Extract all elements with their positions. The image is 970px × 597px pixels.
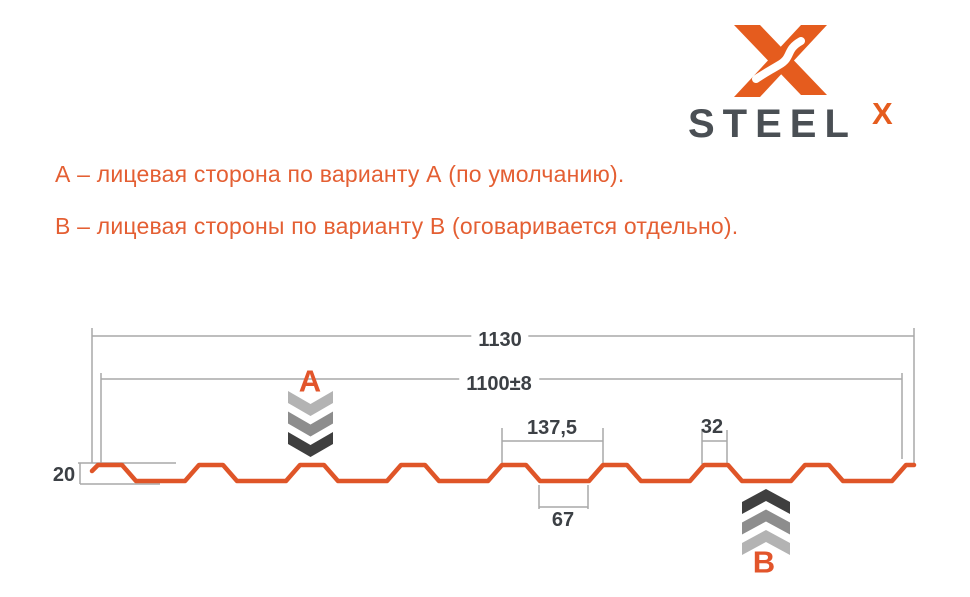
dim-label-overall-width: 1130 [471, 330, 529, 350]
side-a-chevrons [288, 391, 333, 457]
logo-superscript-x: X [872, 96, 893, 131]
logo-wordmark: STEEL [688, 102, 857, 146]
dim-label-rib-pitch: 137,5 [526, 417, 578, 439]
dim-label-profile-height: 20 [52, 464, 76, 486]
side-a-letter: A [298, 363, 322, 399]
side-b-chevrons [742, 489, 790, 555]
note-variant-b: В – лицевая стороны по варианту В (огова… [55, 213, 739, 239]
chevron-up-icon [742, 509, 790, 535]
note-variant-a: А – лицевая сторона по варианту А (по ум… [55, 161, 625, 187]
chevron-down-icon [288, 391, 333, 416]
chevron-up-icon [742, 530, 790, 555]
dim-label-working-width: 1100±8 [459, 374, 539, 394]
profile-outline [89, 462, 917, 484]
side-b-letter: B [752, 544, 776, 580]
dim-label-rib-top-width: 32 [700, 416, 724, 438]
chevron-up-icon [742, 489, 790, 514]
chevron-down-icon [288, 411, 333, 437]
chevron-down-icon [288, 432, 333, 457]
dim-label-valley-width: 67 [551, 509, 575, 531]
steelx-logo-icon [734, 25, 827, 97]
